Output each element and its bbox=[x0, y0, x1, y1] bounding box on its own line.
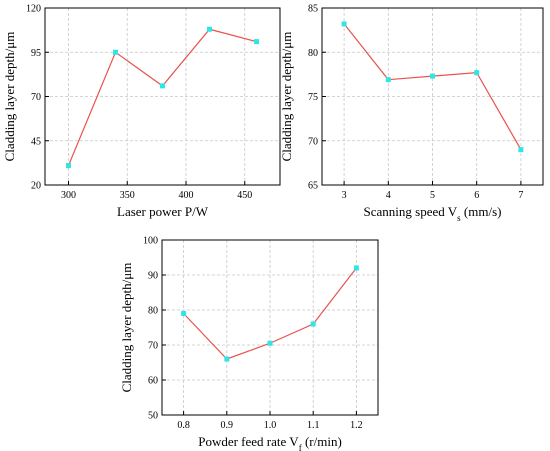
y-tick-label: 60 bbox=[148, 376, 158, 387]
y-tick-label: 70 bbox=[31, 92, 41, 103]
x-tick-label: 5 bbox=[430, 190, 435, 201]
x-tick-label: 0.9 bbox=[221, 420, 234, 431]
chart-1: 300 350 400 450 20 45 70 95 120 Laser power P/W Cl… bbox=[2, 4, 281, 219]
series-line bbox=[67, 28, 257, 166]
y-tick-label: 80 bbox=[308, 48, 318, 59]
y-tick-label: 20 bbox=[31, 181, 41, 192]
y-tick-label: 70 bbox=[148, 341, 158, 352]
y-tick-label: 70 bbox=[308, 136, 318, 147]
data-point bbox=[224, 356, 230, 362]
y-tick-label: 50 bbox=[148, 411, 158, 422]
y-axis-label: Cladding layer depth/μm bbox=[119, 263, 134, 393]
data-point bbox=[430, 73, 435, 79]
data-point bbox=[254, 39, 259, 45]
data-point bbox=[353, 265, 359, 271]
y-tick-label: 120 bbox=[26, 4, 41, 15]
y-tick-label: 80 bbox=[148, 306, 158, 317]
y-tick-label: 100 bbox=[143, 236, 158, 247]
data-point bbox=[207, 26, 212, 32]
y-axis-label: Cladding layer depth/μm bbox=[2, 32, 17, 162]
y-tick-label: 90 bbox=[148, 271, 158, 282]
data-point bbox=[310, 321, 316, 327]
y-tick-label: 65 bbox=[308, 181, 318, 192]
x-tick-label: 1.1 bbox=[307, 420, 320, 431]
chart-2: 3 4 5 6 7 65 70 75 80 85 Scanning speed Vs (mm/s) C… bbox=[279, 4, 544, 223]
data-point bbox=[267, 340, 273, 346]
x-tick-label: 300 bbox=[61, 190, 76, 201]
data-point bbox=[518, 147, 524, 153]
x-tick-label: 350 bbox=[120, 190, 135, 201]
x-tick-label: 400 bbox=[179, 190, 194, 201]
x-tick-label: 1.0 bbox=[264, 420, 277, 431]
data-point bbox=[341, 21, 347, 27]
data-point bbox=[160, 83, 165, 89]
x-tick-label: 4 bbox=[386, 190, 391, 201]
data-point bbox=[66, 163, 71, 169]
data-point bbox=[181, 311, 187, 316]
x-axis-label: Scanning speed Vs (mm/s) bbox=[364, 204, 502, 223]
x-axis-label: Powder feed rate Vf (r/min) bbox=[198, 434, 342, 451]
data-point bbox=[474, 70, 480, 76]
y-tick-label: 75 bbox=[308, 92, 318, 103]
x-tick-label: 1.2 bbox=[350, 420, 363, 431]
y-tick-label: 45 bbox=[31, 136, 41, 147]
data-point bbox=[113, 49, 118, 55]
x-tick-label: 6 bbox=[474, 190, 479, 201]
chart-3: 0.8 0.9 1.0 1.1 1.2 50 60 70 80 90 100 Powder feed … bbox=[119, 236, 379, 451]
y-tick-label: 85 bbox=[308, 4, 318, 15]
x-tick-label: 7 bbox=[518, 190, 523, 201]
data-point bbox=[385, 77, 391, 83]
x-tick-label: 0.8 bbox=[177, 420, 190, 431]
x-tick-label: 450 bbox=[237, 190, 252, 201]
y-tick-label: 95 bbox=[31, 48, 41, 59]
x-axis-label: Laser power P/W bbox=[117, 204, 209, 219]
x-tick-label: 3 bbox=[342, 190, 347, 201]
y-axis-label: Cladding layer depth/μm bbox=[279, 32, 294, 162]
